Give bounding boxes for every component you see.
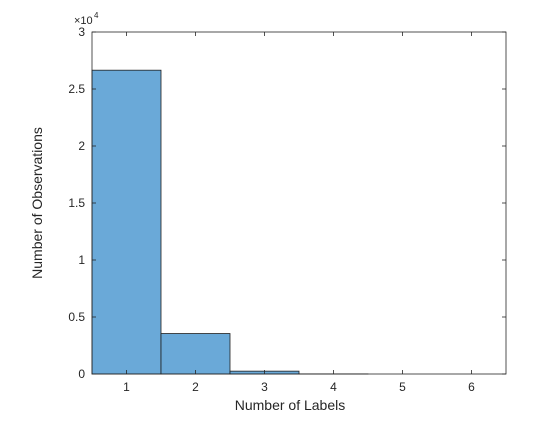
x-tick-label: 4 <box>330 380 337 394</box>
y-exponent-base: ×10 <box>74 15 93 27</box>
y-tick-label: 2 <box>78 139 85 153</box>
x-tick-label: 1 <box>123 380 130 394</box>
y-tick-label: 3 <box>78 25 85 39</box>
x-tick-label: 5 <box>399 380 406 394</box>
bar-1 <box>92 70 161 374</box>
x-tick-label: 3 <box>261 380 268 394</box>
y-exponent-power: 4 <box>94 11 99 20</box>
y-tick-label: 1.5 <box>68 196 85 210</box>
y-axis-label: Number of Observations <box>29 127 45 279</box>
y-tick-label: 1 <box>78 253 85 267</box>
x-axis-label: Number of Labels <box>235 397 346 413</box>
bars-group <box>92 70 368 374</box>
y-tick-label: 0 <box>78 367 85 381</box>
x-tick-label: 2 <box>192 380 199 394</box>
y-tick-label: 0.5 <box>68 310 85 324</box>
bar-2 <box>161 334 230 374</box>
y-tick-label: 2.5 <box>68 82 85 96</box>
x-tick-label: 6 <box>468 380 475 394</box>
